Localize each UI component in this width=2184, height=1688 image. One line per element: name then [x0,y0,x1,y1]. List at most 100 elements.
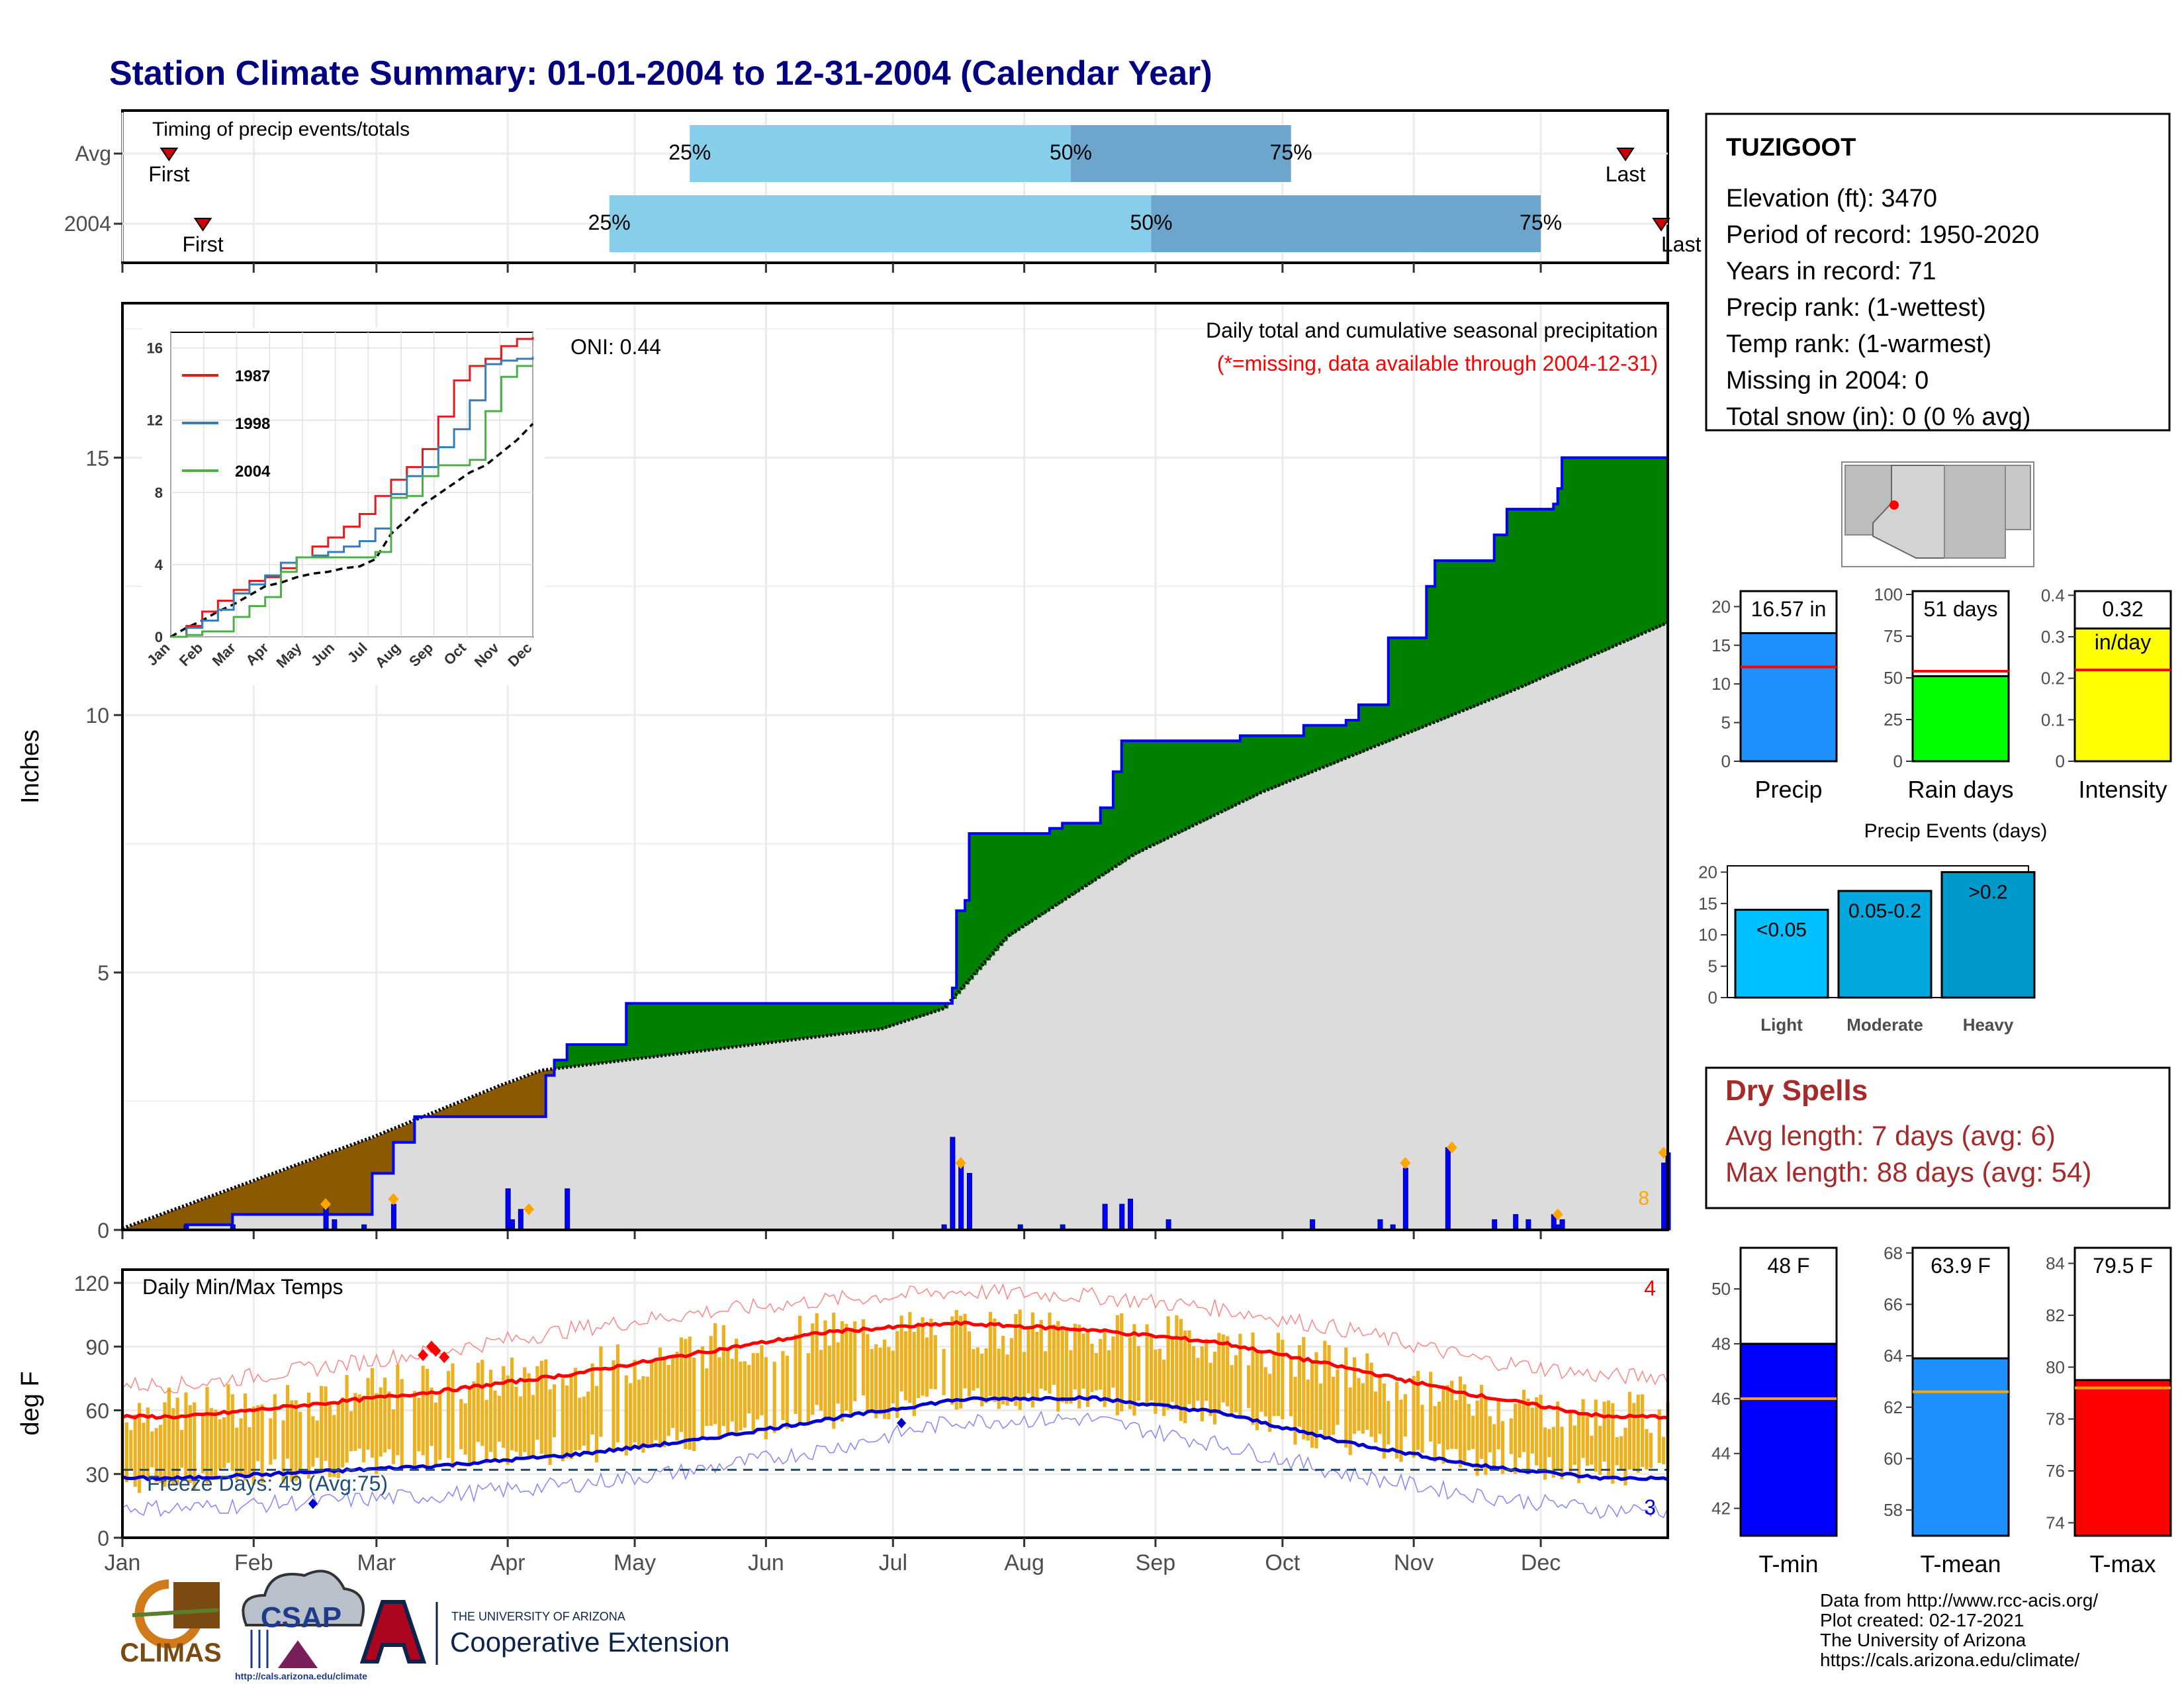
above-average-fill [1578,457,1584,662]
above-average-fill [1100,808,1105,876]
temp-ytick-label: 90 [85,1335,109,1359]
below-average-fill [461,1101,466,1117]
above-average-fill [774,1003,780,1043]
above-average-fill [1345,720,1351,759]
above-average-fill [914,1003,919,1019]
daily-temp-range-bar [1289,1358,1293,1417]
above-average-fill [778,1003,784,1042]
daily-temp-range-bar [1662,1436,1666,1464]
above-average-fill [935,1003,940,1011]
below-average-fill [194,1202,199,1225]
above-average-fill [1405,637,1410,734]
below-average-fill [279,1171,284,1215]
daily-temp-range-bar [827,1345,831,1421]
below-average-fill [215,1194,220,1225]
daily-temp-range-bar [599,1346,603,1437]
inset-legend-label: 2004 [235,463,271,481]
above-average-fill [897,1003,902,1024]
below-average-fill [432,1113,436,1117]
above-average-fill [1490,560,1495,700]
month-tick-label: May [614,1550,656,1575]
dry-spells-max: Max length: 88 days (avg: 54) [1725,1156,2091,1188]
daily-temp-range-bar [641,1376,645,1453]
timing-rows: Avg 25% 50% 75% First Last 2004 25% 50% 75% First L… [64,125,1702,256]
above-average-fill [1541,509,1546,679]
daily-temp-range-bar [565,1385,569,1459]
above-average-fill [1015,833,1021,931]
above-average-fill [668,1003,674,1055]
below-average-fill [220,1193,225,1225]
daily-temp-range-bar [853,1321,857,1401]
above-average-fill [1058,828,1063,904]
below-average-fill [359,1142,365,1215]
daily-temp-range-bar [1221,1334,1225,1403]
timing-row-label: 2004 [64,212,111,236]
daily-temp-range-bar [1263,1367,1267,1417]
above-average-fill [1473,560,1478,707]
daily-temp-range-bar [1518,1400,1522,1458]
heavy-event-marker [388,1193,399,1205]
above-average-fill [1392,637,1398,739]
below-average-fill [203,1199,208,1225]
daily-temp-range-bar [1310,1360,1314,1448]
temp-ytick-label: 0 [97,1526,109,1550]
below-average-fill [304,1162,310,1215]
precip-stat-ytick-label: 0 [1721,751,1731,771]
precip-annotation-missing: (*=missing, data available through 2004-… [1217,352,1658,375]
daily-temp-range-bar [1048,1312,1052,1394]
events-category-label: Heavy [1963,1015,2014,1035]
above-average-fill [1024,833,1029,926]
above-average-fill [956,910,962,994]
above-average-fill [965,900,970,985]
above-average-fill [1218,741,1224,813]
events-bar-label: 0.05-0.2 [1848,900,1921,922]
below-average-fill [363,1140,369,1215]
temp-stat-value-label: 79.5 F [2093,1254,2153,1278]
daily-temp-range-bar [1450,1380,1454,1449]
above-average-fill [702,1003,707,1051]
station-name: TUZIGOOT [1726,134,1856,162]
below-average-fill [253,1180,259,1215]
below-average-fill [385,1132,390,1174]
below-average-fill [139,1222,144,1230]
below-average-fill [169,1211,174,1230]
below-average-fill [291,1166,296,1215]
below-average-fill [181,1207,187,1230]
daily-temp-range-bar [1357,1378,1361,1431]
above-average-fill [609,1045,614,1062]
below-average-fill [486,1091,492,1117]
above-average-fill [1350,720,1355,757]
below-average-fill [283,1170,289,1215]
daily-temp-range-bar [1420,1405,1424,1453]
above-average-fill [745,1003,750,1046]
daily-temp-range-bar [1581,1399,1585,1458]
daily-temp-range-bar [1441,1385,1445,1464]
daily-temp-range-bar [1179,1319,1183,1421]
below-average-fill [334,1151,339,1215]
daily-temp-range-bar [315,1420,319,1458]
precip-stat-ytick-label: 25 [1884,710,1903,729]
above-average-fill [1062,823,1068,901]
dry-spells-title: Dry Spells [1725,1074,1868,1107]
csap-mountain-icon [278,1640,318,1668]
temp-stat-category-label: T-max [2089,1550,2156,1577]
daily-precip-bar [966,1172,972,1231]
heavy-event-marker [1552,1208,1563,1221]
above-average-fill [588,1045,593,1065]
daily-temp-range-bar [1467,1403,1471,1450]
daily-temp-range-bar [248,1427,251,1477]
below-average-fill [508,1082,513,1117]
daily-precip-bar [1310,1219,1316,1231]
above-average-fill [694,1003,699,1052]
above-average-fill [1168,741,1173,838]
month-tick-label: Aug [1004,1550,1044,1575]
above-average-fill [1506,509,1512,693]
daily-temp-range-bar [1437,1401,1441,1444]
below-average-fill [516,1079,521,1117]
above-average-fill [1269,735,1275,789]
daily-temp-range-bar [671,1354,675,1429]
daily-temp-range-bar [1297,1344,1302,1427]
month-tick-label: Dec [1521,1550,1561,1575]
below-average-fill [372,1137,377,1174]
above-average-fill [1134,741,1139,855]
